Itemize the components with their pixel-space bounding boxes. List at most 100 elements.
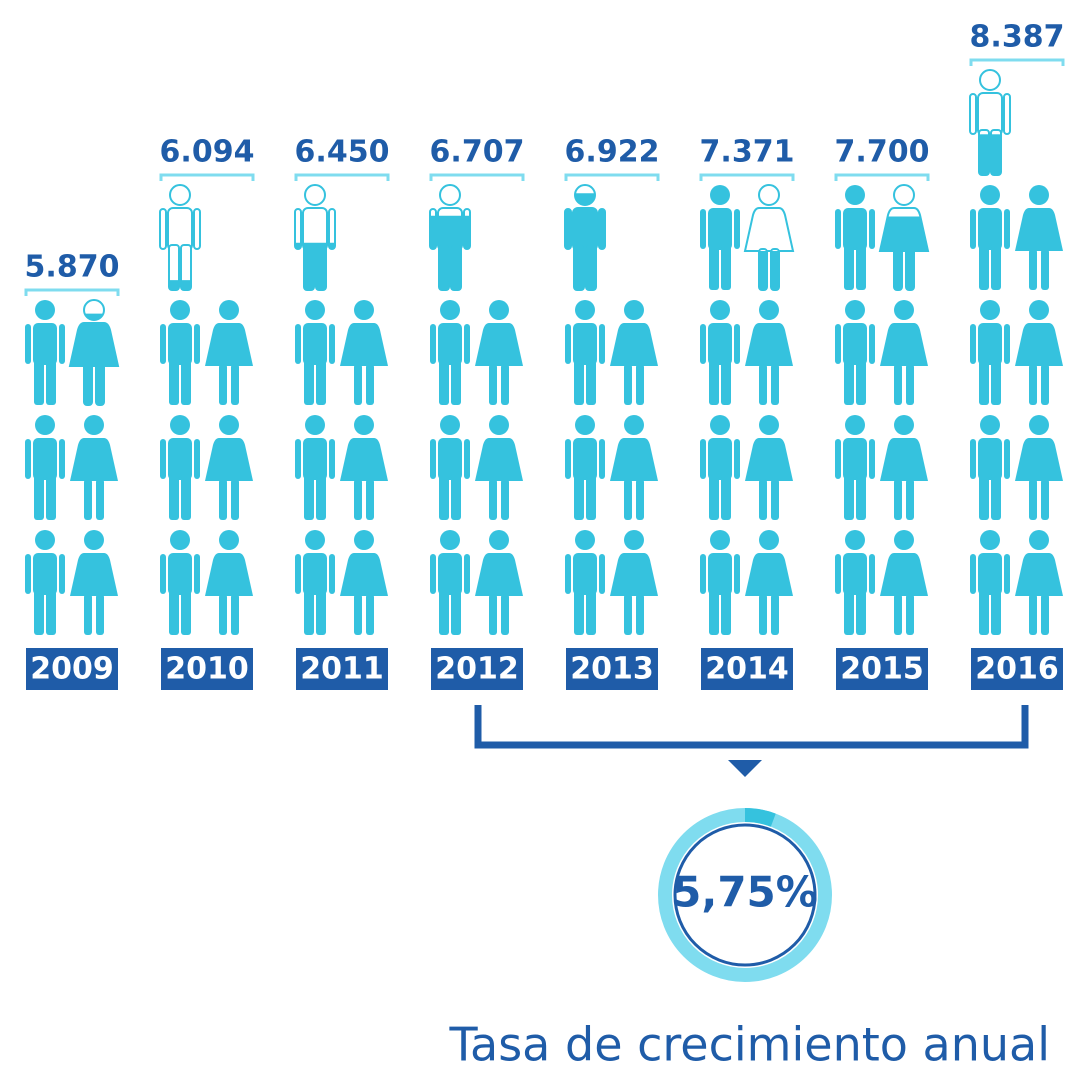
value-bracket: [159, 173, 255, 181]
woman-icon: [745, 300, 793, 405]
man-icon-partial: [159, 184, 201, 291]
woman-icon: [340, 415, 388, 520]
man-icon: [160, 300, 200, 405]
arm: [869, 439, 875, 479]
leg: [1029, 479, 1037, 520]
dress: [70, 323, 118, 366]
leg: [624, 479, 632, 520]
head: [35, 415, 55, 435]
head: [169, 184, 191, 206]
leg: [991, 360, 1001, 405]
man-icon: [430, 300, 470, 405]
man-icon: [835, 415, 875, 520]
leg: [181, 360, 191, 405]
arm: [464, 554, 470, 594]
arm: [700, 324, 706, 364]
head: [980, 185, 1000, 205]
head: [305, 300, 325, 320]
leg: [991, 245, 1001, 290]
arm: [835, 439, 841, 479]
dress: [745, 323, 793, 366]
bracket: [474, 705, 1029, 749]
arm: [700, 209, 706, 249]
leg: [759, 479, 767, 520]
torso: [708, 208, 732, 250]
leg: [721, 245, 731, 290]
leg: [304, 590, 314, 635]
arm: [160, 324, 166, 364]
man-icon: [835, 530, 875, 635]
head: [354, 415, 374, 435]
arm: [329, 242, 335, 249]
leg: [34, 360, 44, 405]
arm: [59, 439, 65, 479]
dress: [340, 553, 388, 596]
leg: [169, 590, 179, 635]
head: [980, 530, 1000, 550]
arm: [1004, 439, 1010, 479]
head: [893, 184, 915, 206]
torso: [438, 215, 462, 250]
arm: [430, 554, 436, 594]
dress: [340, 323, 388, 366]
torso: [573, 208, 597, 250]
woman-icon: [205, 415, 253, 520]
value-label: 6.094: [160, 135, 255, 170]
man-icon: [970, 415, 1010, 520]
leg: [759, 251, 767, 290]
torso: [978, 553, 1002, 595]
head: [758, 184, 780, 206]
year-label: 2011: [300, 652, 384, 687]
head: [624, 530, 644, 550]
head: [979, 69, 1001, 91]
leg: [439, 475, 449, 520]
arm: [970, 324, 976, 364]
leg: [721, 360, 731, 405]
arm: [159, 208, 167, 250]
head: [624, 415, 644, 435]
leg: [451, 360, 461, 405]
woman-icon: [1015, 530, 1063, 635]
year-label: 2013: [570, 652, 654, 687]
leg: [1029, 249, 1037, 290]
fill-level: [70, 313, 118, 405]
leg: [169, 360, 179, 405]
leg: [231, 479, 239, 520]
arm: [565, 439, 571, 479]
dress: [70, 438, 118, 481]
leg: [586, 590, 596, 635]
dress: [1015, 208, 1063, 251]
leg: [624, 594, 632, 635]
man-icon: [295, 415, 335, 520]
arm: [599, 554, 605, 594]
ring-inner: [673, 823, 817, 967]
leg: [231, 594, 239, 635]
leg: [316, 590, 326, 635]
dress: [745, 438, 793, 481]
man-icon: [430, 415, 470, 520]
leg: [46, 590, 56, 635]
leg: [1041, 479, 1049, 520]
arm: [835, 324, 841, 364]
woman-icon: [1015, 300, 1063, 405]
man-icon: [565, 415, 605, 520]
leg: [574, 475, 584, 520]
head: [219, 300, 239, 320]
dress: [475, 323, 523, 366]
woman-icon: [475, 415, 523, 520]
leg: [906, 249, 914, 290]
year-box: [566, 648, 658, 690]
man-icon: [295, 300, 335, 405]
arm: [970, 209, 976, 249]
man-icon-partial: [969, 69, 1011, 176]
leg: [894, 479, 902, 520]
torso: [843, 323, 867, 365]
arm: [430, 439, 436, 479]
leg: [844, 475, 854, 520]
leg: [219, 364, 227, 405]
torso: [977, 92, 1003, 136]
man-icon: [700, 530, 740, 635]
year-box: [296, 648, 388, 690]
head: [759, 530, 779, 550]
arm: [464, 439, 470, 479]
